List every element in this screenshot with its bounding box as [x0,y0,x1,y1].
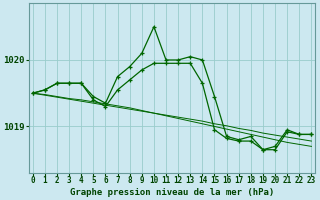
X-axis label: Graphe pression niveau de la mer (hPa): Graphe pression niveau de la mer (hPa) [70,188,274,197]
